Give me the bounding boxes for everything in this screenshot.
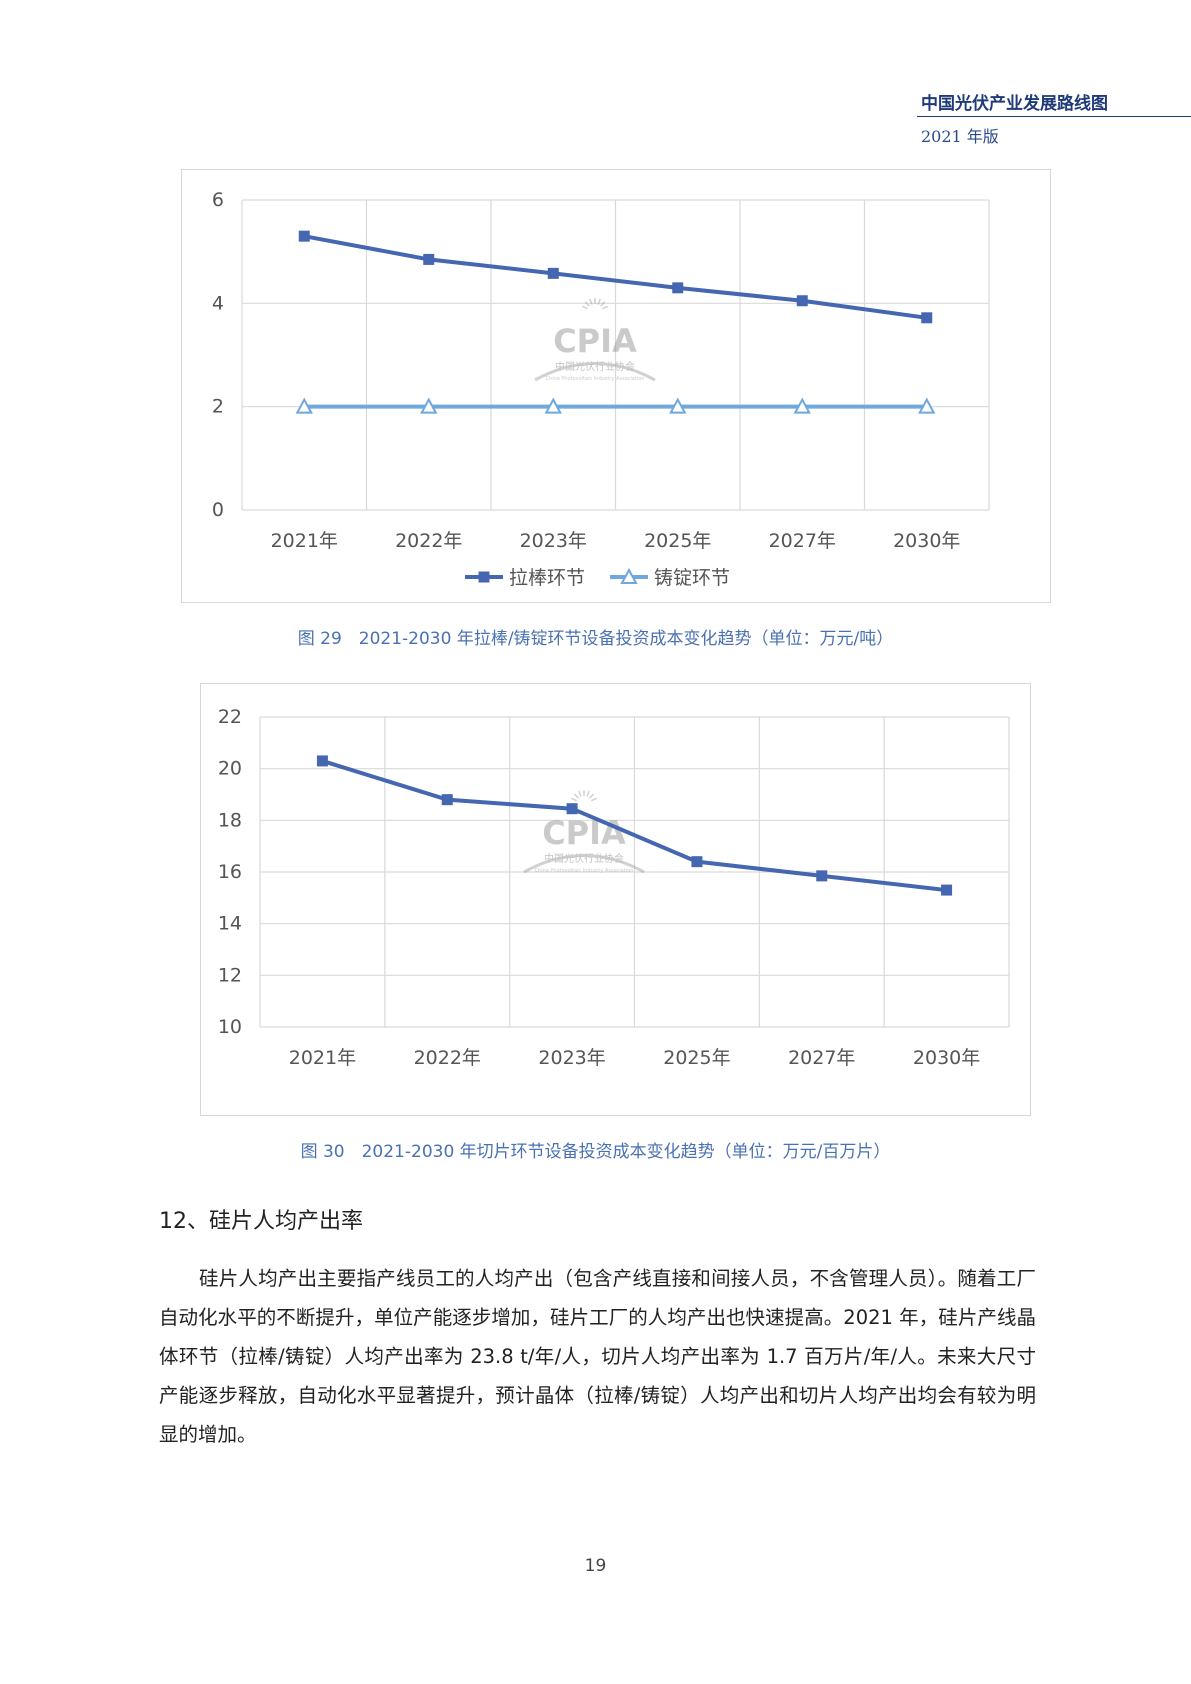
data-point-square [816, 870, 828, 882]
legend-label-2: 铸锭环节 [654, 567, 730, 589]
data-point-triangle [793, 397, 811, 414]
header-title: 中国光伏产业发展路线图 [917, 92, 1191, 117]
watermark-sun-ray [602, 305, 609, 310]
data-point-square [941, 884, 953, 896]
data-point-square [316, 755, 328, 767]
watermark-sun-ray [573, 793, 579, 799]
data-point-square [796, 295, 808, 307]
page-number: 19 [584, 1556, 607, 1576]
y-tick-label: 2 [212, 396, 224, 418]
watermark-org-name-en: China Photovoltaic Industry Association [546, 376, 645, 382]
y-tick-label: 16 [218, 861, 242, 883]
x-tick-label: 2021年 [289, 1047, 356, 1069]
data-point-square [423, 253, 435, 265]
x-tick-label: 2025年 [644, 530, 711, 552]
figure30-chart: 10 12 14 16 18 20 22 2021年 2022年 2023年 2025年 2027年 2… [200, 683, 1031, 1116]
y-tick-label: 12 [218, 964, 242, 986]
watermark-sun-ray [597, 298, 601, 305]
data-point-square [566, 803, 578, 815]
watermark-org-name: 中国光伏行业协会 [555, 360, 635, 373]
x-tick-label: 2021年 [271, 530, 338, 552]
y-tick-label: 20 [218, 758, 242, 780]
watermark-sun-ray [584, 301, 590, 307]
watermark-sun-ray [578, 790, 582, 797]
running-header: 中国光伏产业发展路线图 2021 年版 [917, 92, 1191, 147]
data-point-triangle [544, 397, 562, 414]
y-tick-label: 22 [218, 706, 242, 728]
x-tick-label: 2027年 [769, 530, 836, 552]
legend-label-1: 拉棒环节 [509, 567, 585, 589]
data-point-square [441, 794, 453, 806]
y-tick-label: 6 [212, 189, 224, 211]
data-point-triangle [420, 397, 438, 414]
figure29-caption: 图 29 2021-2030 年拉棒/铸锭环节设备投资成本变化趋势（单位：万元/… [297, 629, 894, 649]
x-tick-label: 2023年 [538, 1047, 605, 1069]
watermark-org-name: 中国光伏行业协会 [544, 852, 624, 865]
body-paragraph: 硅片人均产出主要指产线员工的人均产出（包含产线直接和间接人员，不含管理人员）。随… [159, 1267, 1036, 1446]
data-point-triangle [918, 397, 936, 414]
x-tick-label: 2022年 [414, 1047, 481, 1069]
data-point-triangle [295, 397, 313, 414]
watermark-arc [523, 854, 645, 874]
watermark-sun-ray [589, 793, 595, 799]
watermark-org-name-en: China Photovoltaic Industry Association [535, 868, 634, 874]
series-line-1 [321, 759, 947, 893]
y-tick-label: 14 [218, 913, 242, 935]
watermark-sun-ray [589, 298, 593, 305]
watermark-logo-text: CPIA [542, 814, 626, 852]
x-tick-label: 2025年 [663, 1047, 730, 1069]
data-point-square [672, 282, 684, 294]
y-tick-label: 10 [218, 1016, 242, 1038]
x-tick-label: 2030年 [893, 530, 960, 552]
figure30-caption: 图 30 2021-2030 年切片环节设备投资成本变化趋势（单位：万元/百万片… [300, 1142, 891, 1162]
y-tick-label: 0 [212, 499, 224, 521]
series-line-1 [303, 234, 928, 320]
watermark-sun-ray [570, 797, 577, 802]
data-point-square [691, 856, 703, 868]
data-point-triangle [669, 397, 687, 414]
figure29-chart: 0 2 4 6 2021年 2022年 2023年 2025年 2027年 2030年 CPIA 中国… [181, 169, 1051, 603]
watermark-sun-ray [581, 305, 588, 310]
data-point-square [547, 267, 559, 279]
y-tick-label: 4 [212, 292, 224, 314]
figure29-svg: 0 2 4 6 2021年 2022年 2023年 2025年 2027年 2030年 CPIA中国… [212, 189, 990, 589]
data-point-square [298, 230, 310, 242]
x-tick-label: 2030年 [913, 1047, 980, 1069]
watermark-logo-text: CPIA [553, 322, 637, 360]
x-tick-label: 2027年 [788, 1047, 855, 1069]
legend-marker-square [478, 571, 490, 583]
watermark-sun-ray [586, 790, 590, 797]
watermark-sun-ray [600, 301, 606, 307]
x-tick-label: 2022年 [395, 530, 462, 552]
section-title: 12、硅片人均产出率 [159, 1209, 363, 1234]
watermark-sun-ray [591, 797, 598, 802]
figure30-svg: 10 12 14 16 18 20 22 2021年 2022年 2023年 2025年 2027年 2… [218, 706, 1010, 1069]
legend-marker-triangle [620, 567, 638, 584]
watermark-arc [534, 362, 656, 382]
data-point-square [921, 312, 933, 324]
x-tick-label: 2023年 [520, 530, 587, 552]
header-edition: 2021 年版 [921, 127, 999, 146]
y-tick-label: 18 [218, 809, 242, 831]
